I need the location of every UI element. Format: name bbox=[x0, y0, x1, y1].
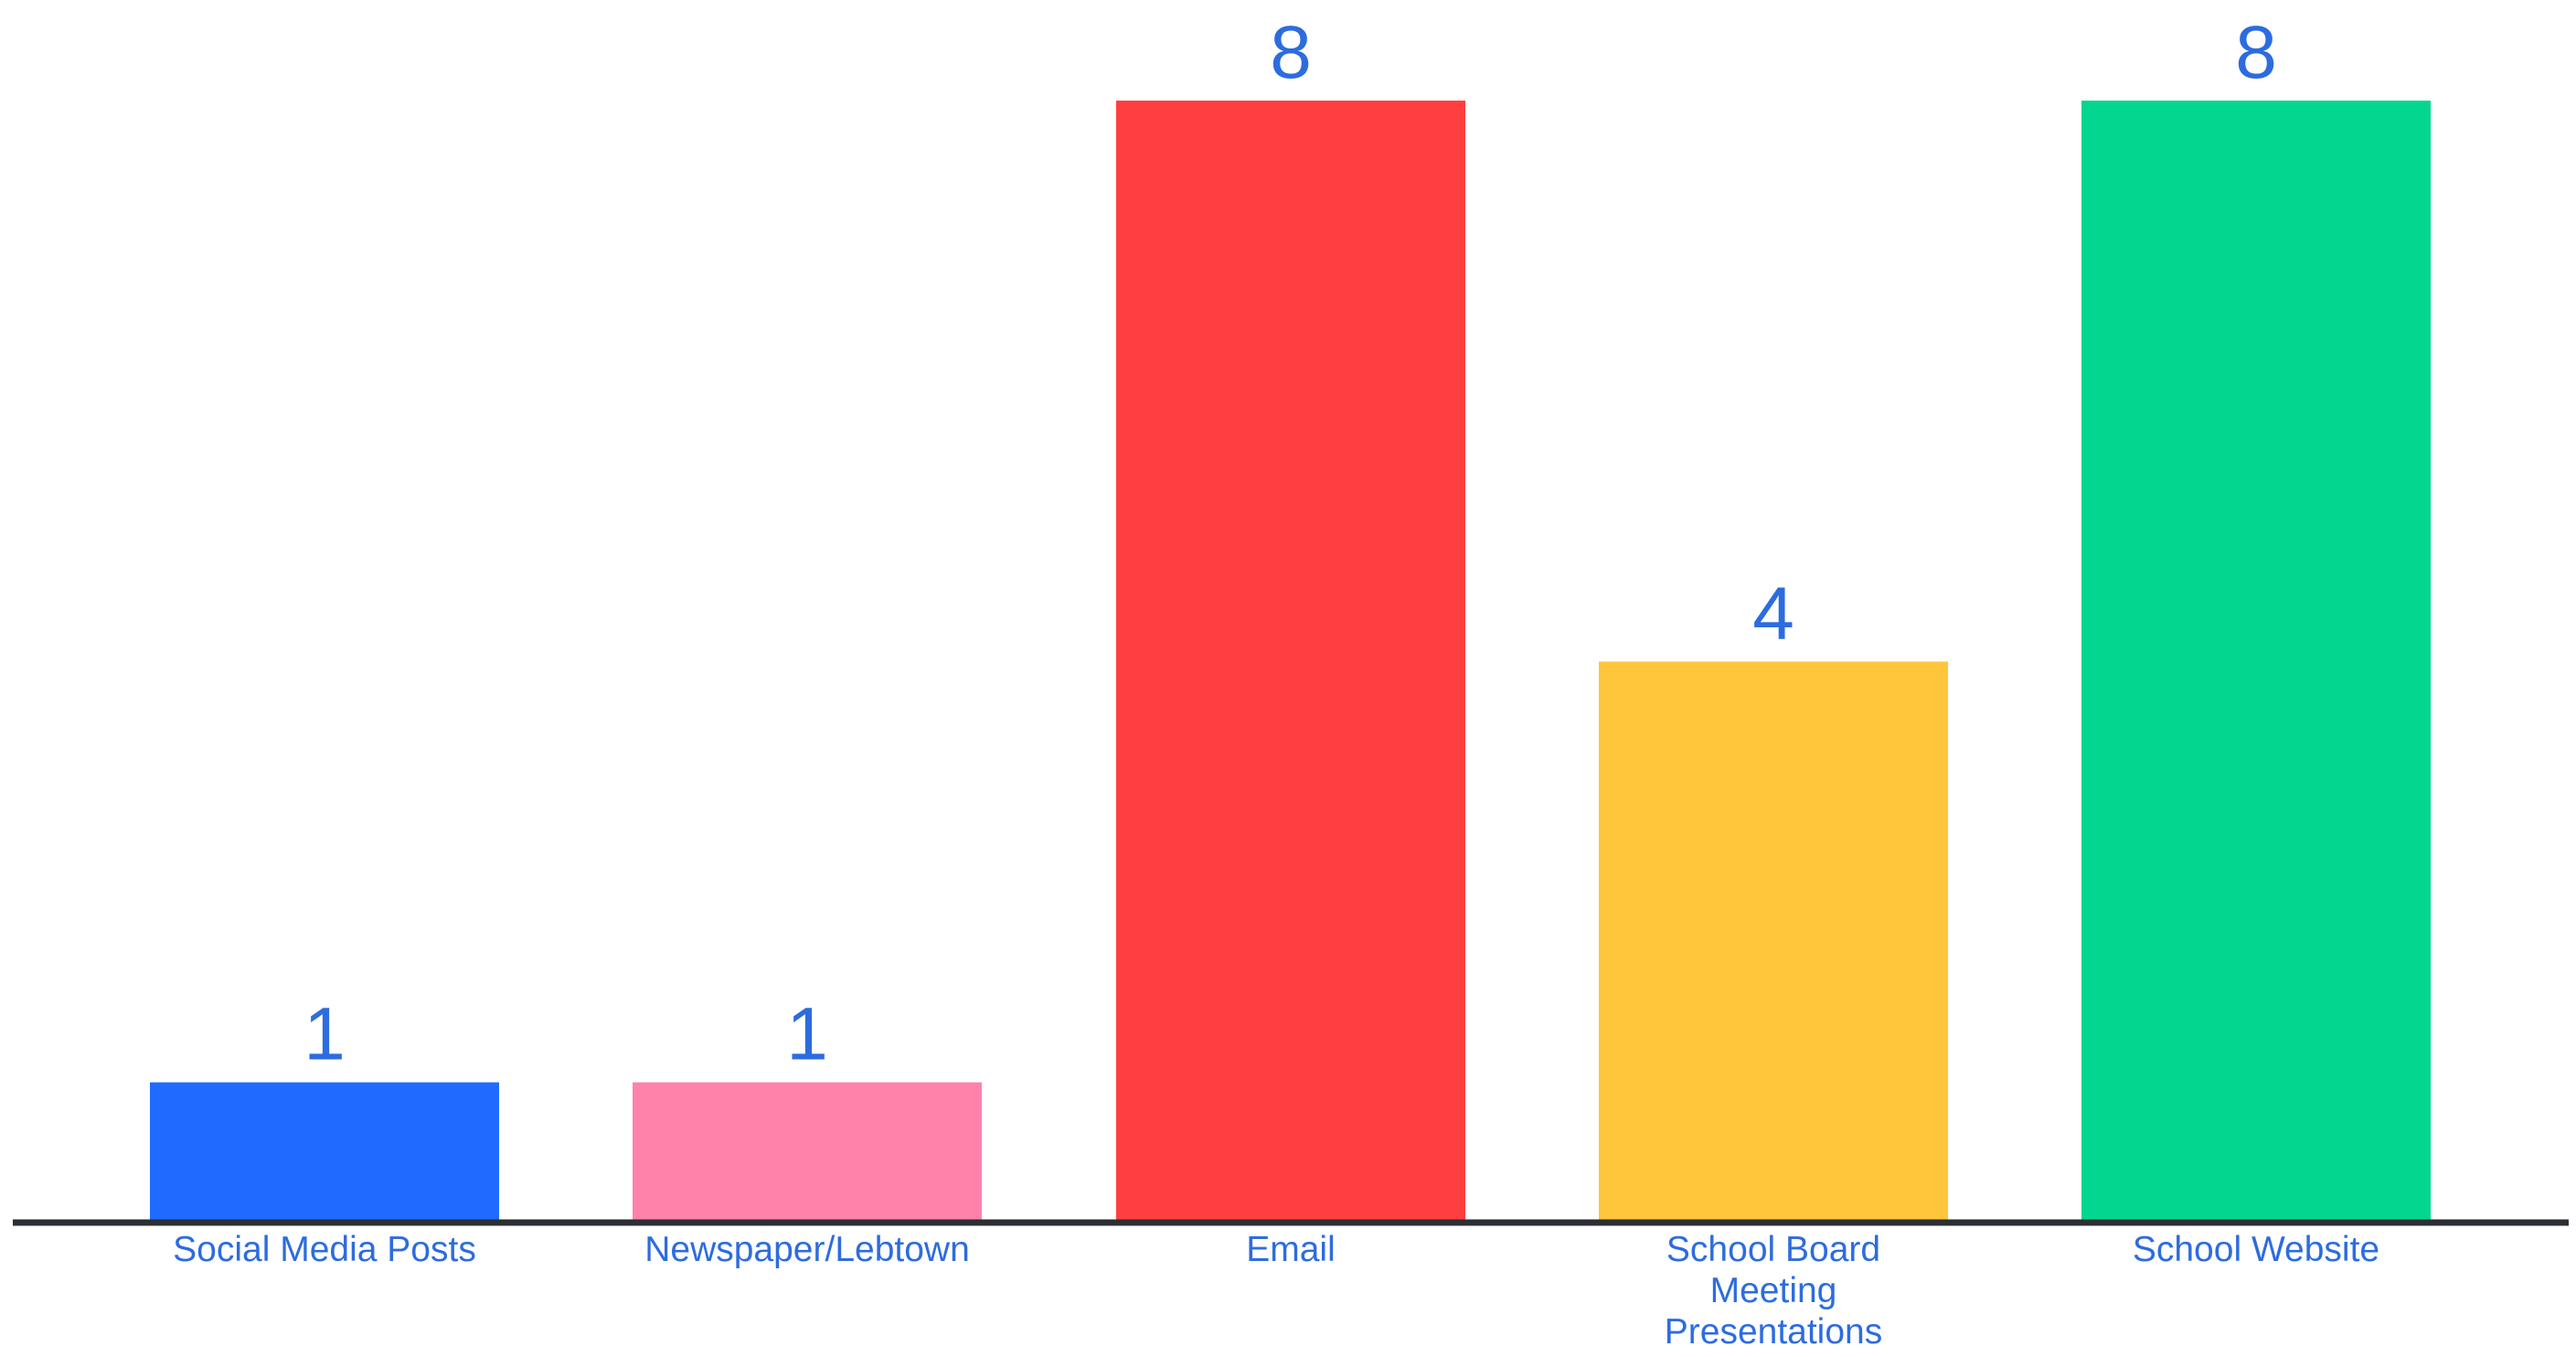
category-tick-label: School Website bbox=[2133, 1230, 2379, 1269]
bar-value-label: 1 bbox=[786, 993, 828, 1076]
category-tick-label-line: School Website bbox=[2133, 1230, 2379, 1269]
bar-value-label: 8 bbox=[2235, 11, 2277, 94]
bar bbox=[150, 1082, 499, 1223]
category-tick-label-line: Presentations bbox=[1665, 1312, 1882, 1352]
bars-layer bbox=[150, 101, 2431, 1223]
bar-value-label: 1 bbox=[303, 993, 346, 1076]
category-tick-label-line: School Board bbox=[1666, 1230, 1880, 1269]
bar bbox=[633, 1082, 982, 1223]
category-tick-label: Newspaper/Lebtown bbox=[644, 1230, 970, 1269]
category-tick-label-line: Social Media Posts bbox=[173, 1230, 476, 1269]
category-tick-label: School Board Meeting Presentations bbox=[1665, 1230, 1882, 1352]
bar bbox=[2081, 101, 2431, 1223]
category-tick-label-line: Email bbox=[1246, 1230, 1336, 1269]
category-labels-layer: Social Media Posts Newspaper/Lebtown Email… bbox=[173, 1230, 2379, 1352]
category-tick-label-line: Meeting bbox=[1710, 1271, 1837, 1310]
bar-value-label: 4 bbox=[1752, 572, 1794, 656]
value-labels-layer: 1 1 8 4 8 bbox=[303, 11, 2277, 1076]
bar bbox=[1599, 661, 1948, 1223]
category-tick-label: Email bbox=[1246, 1230, 1336, 1269]
bar-value-label: 8 bbox=[1270, 11, 1312, 94]
category-tick-label-line: Newspaper/Lebtown bbox=[644, 1230, 970, 1269]
category-tick-label: Social Media Posts bbox=[173, 1230, 476, 1269]
bar bbox=[1116, 101, 1465, 1223]
